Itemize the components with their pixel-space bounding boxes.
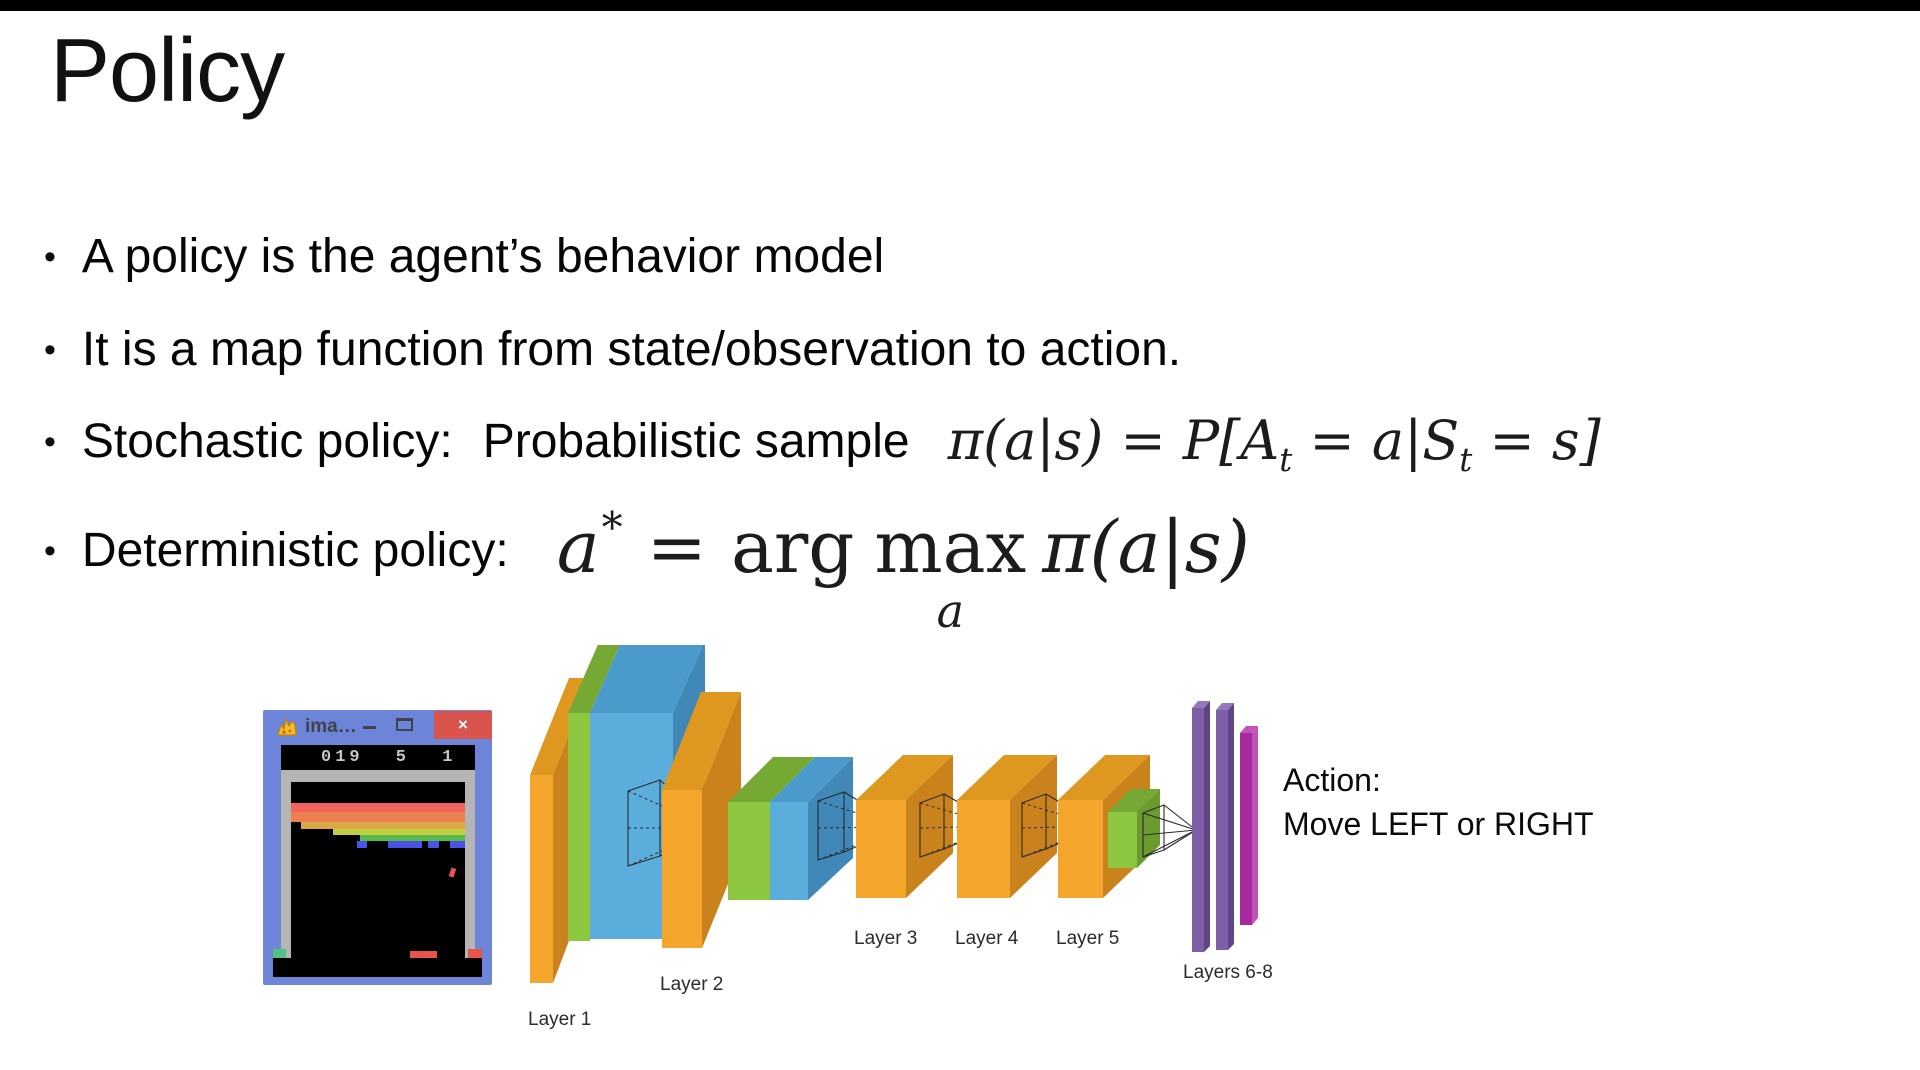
slide-title: Policy <box>50 21 285 121</box>
layer5-label: Layer 5 <box>1056 928 1119 949</box>
layer3-label: Layer 3 <box>854 928 917 949</box>
cnn-layer4-group <box>957 755 1057 898</box>
formula-equals: = <box>646 505 707 589</box>
game-score: 019 5 1 <box>281 745 475 770</box>
cnn-layer3-group <box>856 755 953 898</box>
deterministic-policy-formula: a * = arg max a π(a|s) <box>556 503 1250 638</box>
brick-row-orange <box>291 812 465 822</box>
brick-row-blue-segment <box>357 841 367 848</box>
formula-segment: = a|S <box>1292 409 1460 472</box>
brick-row-green <box>291 835 465 841</box>
formula-underscript: a <box>936 583 965 638</box>
formula-max-group: max a <box>874 504 1027 638</box>
formula-segment: = s] <box>1472 409 1601 472</box>
brick-row-blue-segment <box>388 841 422 848</box>
formula-subscript: t <box>1459 440 1473 479</box>
cnn-fc-layers-group <box>1192 701 1258 952</box>
wall-base-green <box>273 949 286 958</box>
minimize-icon <box>363 726 376 729</box>
bullet-text: Deterministic policy: <box>81 524 509 577</box>
bullet-marker: • <box>44 238 56 276</box>
bullet-text: Stochastic policy: <box>81 415 453 468</box>
maximize-icon <box>396 718 413 731</box>
cnn-layer2-group <box>662 692 853 948</box>
formula-variable: a <box>556 505 600 589</box>
formula-segment: π(a|s) = P[A <box>947 409 1280 472</box>
game-bottom-strip <box>273 958 482 977</box>
bullet-marker: • <box>44 423 56 461</box>
brick-row-blue-segment <box>428 841 439 848</box>
layer1-label: Layer 1 <box>528 1009 591 1030</box>
bullet-text: It is a map function from state/observat… <box>81 323 1182 376</box>
cnn-layer5-group <box>1058 755 1160 898</box>
bullet-behavior-model: • A policy is the agent’s behavior model <box>44 228 884 287</box>
emulator-logo-icon <box>277 716 297 736</box>
cnn-diagram: Layer 1 Layer 2 Layer 3 Layer 4 Layer 5 … <box>528 645 1273 1030</box>
formula-arg: arg <box>730 505 855 589</box>
bullet-subtext: Probabilistic sample <box>482 415 910 468</box>
layers6-8-label: Layers 6-8 <box>1183 962 1273 983</box>
brick-row-blue-segment <box>450 841 465 848</box>
bullet-stochastic-policy: • Stochastic policy: Probabilistic sampl… <box>44 406 1601 480</box>
wall-base-red <box>468 949 482 958</box>
broken-bricks-gap <box>291 822 301 848</box>
bullet-marker: • <box>44 331 56 369</box>
game-paddle <box>410 951 437 958</box>
formula-max: max <box>874 505 1027 589</box>
brick-row-olive <box>291 822 465 829</box>
brick-row-red <box>291 803 465 812</box>
close-icon: × <box>434 711 492 739</box>
bullet-map-function: • It is a map function from state/observ… <box>44 321 1181 380</box>
layer4-label: Layer 4 <box>955 928 1019 949</box>
game-window-titlebar: ima… × <box>263 710 492 744</box>
broken-bricks-gap <box>301 829 333 848</box>
conv-filter-5 <box>1142 804 1197 858</box>
stochastic-policy-formula: π(a|s) = P[At = a|St = s] <box>948 408 1601 480</box>
layer2-label: Layer 2 <box>660 974 723 995</box>
top-black-bar <box>0 0 1920 11</box>
formula-superscript: * <box>601 503 623 552</box>
game-ball <box>448 867 457 878</box>
formula-pi-term: π(a|s) <box>1042 505 1250 589</box>
broken-bricks-gap <box>333 835 360 848</box>
atari-game-window: ima… × 019 5 1 <box>263 710 492 985</box>
game-field <box>281 770 475 958</box>
bullet-deterministic-policy: • Deterministic policy: a * = arg max a π(a|s) <box>44 498 1250 634</box>
bullet-text: A policy is the agent’s behavior model <box>81 230 885 283</box>
game-play-area <box>291 782 465 958</box>
action-annotation: Action: Move LEFT or RIGHT <box>1283 758 1594 846</box>
brick-row-yellow <box>291 829 465 835</box>
action-label: Action: <box>1283 762 1381 798</box>
formula-subscript: t <box>1279 440 1293 479</box>
bullet-marker: • <box>44 532 56 570</box>
game-window-title: ima… <box>305 716 357 737</box>
action-text: Move LEFT or RIGHT <box>1283 806 1594 842</box>
